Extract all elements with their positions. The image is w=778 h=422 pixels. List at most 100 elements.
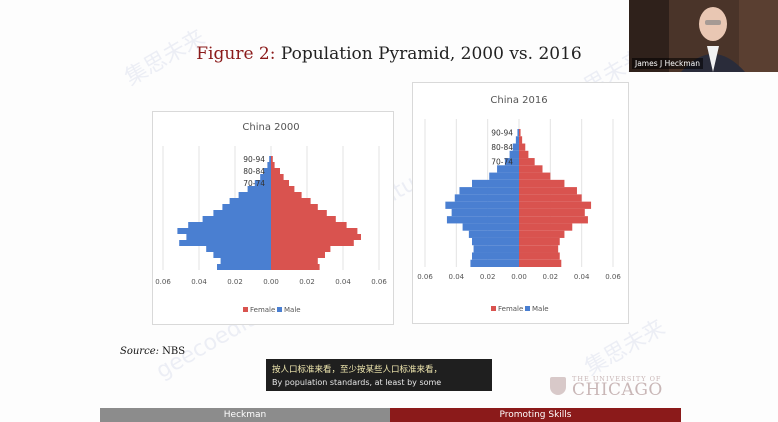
male-bar	[220, 258, 271, 264]
source-value: NBS	[162, 346, 186, 357]
legend-male-label: Male	[532, 305, 549, 313]
female-bar	[271, 252, 325, 258]
male-bar	[459, 187, 519, 195]
x-tick-label: 0.06	[155, 278, 171, 286]
legend-female-swatch	[243, 307, 248, 312]
female-bar	[271, 168, 280, 174]
footer-author: Heckman	[100, 408, 390, 422]
male-bar	[472, 237, 519, 246]
female-bar	[271, 174, 284, 180]
female-bar	[519, 252, 560, 260]
male-bar	[454, 194, 519, 202]
female-bar	[519, 245, 559, 253]
male-bar	[222, 204, 271, 210]
male-bar	[515, 136, 519, 144]
participant-video-tile[interactable]: James J Heckman	[629, 0, 778, 72]
age-tick-label: 80-84	[243, 167, 265, 176]
legend-male-swatch	[525, 306, 530, 311]
slide-footer: Heckman Promoting Skills	[100, 408, 681, 422]
male-bar	[247, 186, 271, 192]
male-bar	[445, 201, 519, 209]
x-tick-label: 0.02	[480, 273, 496, 281]
female-bar	[271, 198, 311, 204]
male-bar	[472, 252, 519, 260]
figure-title: Population Pyramid, 2000 vs. 2016	[280, 44, 582, 64]
female-bar	[519, 208, 585, 217]
logo-big-text: CHICAGO	[572, 380, 663, 400]
x-tick-label: 0.04	[574, 273, 590, 281]
subtitle-zh: 按人口标准来看，至少按某些人口标准来看，	[272, 365, 443, 375]
male-bar	[177, 228, 271, 234]
female-bar	[519, 158, 535, 166]
age-tick-label: 70-74	[243, 179, 265, 188]
x-tick-label: 0.02	[227, 278, 243, 286]
female-bar	[271, 210, 327, 216]
male-bar	[213, 210, 271, 216]
female-bar	[519, 136, 523, 144]
male-bar	[206, 246, 271, 252]
male-bar	[269, 156, 271, 162]
male-bar	[509, 150, 519, 159]
male-bar	[497, 165, 519, 173]
male-bar	[260, 174, 271, 180]
male-bar	[217, 264, 271, 270]
male-bar	[446, 216, 519, 224]
female-bar	[271, 216, 336, 222]
male-bar	[188, 222, 271, 228]
logo-small-text: THE UNIVERSITY OF	[572, 375, 662, 383]
female-bar	[271, 234, 361, 240]
female-bar	[271, 180, 289, 186]
source-label: Source:	[120, 346, 159, 357]
female-bar	[271, 264, 320, 270]
female-bar	[271, 228, 358, 234]
male-bar	[504, 158, 519, 166]
chart-title: China 2000	[242, 122, 299, 133]
male-bar	[213, 252, 271, 258]
female-bar	[519, 165, 543, 173]
female-bar	[271, 222, 347, 228]
female-bar	[519, 129, 521, 137]
female-bar	[271, 186, 295, 192]
age-tick-label: 90-94	[491, 129, 513, 138]
male-bar	[267, 162, 271, 168]
male-bar	[512, 143, 519, 151]
female-bar	[519, 172, 551, 180]
university-shield-icon	[550, 377, 566, 395]
male-bar	[473, 245, 519, 253]
female-bar	[271, 240, 354, 246]
male-bar	[186, 234, 271, 240]
male-bar	[517, 129, 519, 137]
male-bar	[229, 198, 271, 204]
male-bar	[179, 240, 271, 246]
male-bar	[462, 223, 519, 231]
male-bar	[468, 230, 519, 238]
source-note: Source: NBS	[120, 346, 185, 357]
x-tick-label: 0.06	[605, 273, 621, 281]
footer-title: Promoting Skills	[390, 408, 681, 422]
chart-title: China 2016	[490, 95, 547, 106]
legend-female-label: Female	[250, 306, 275, 314]
x-tick-label: 0.04	[191, 278, 207, 286]
age-tick-label: 70-74	[491, 158, 513, 167]
male-bar	[238, 192, 271, 198]
chart-china-2016: China 2016 90-94 80-84 70-74 0.06 0.04 0.02 0.0…	[412, 82, 629, 324]
female-bar	[271, 258, 318, 264]
female-bar	[519, 259, 562, 267]
female-bar	[519, 150, 529, 159]
subtitle-caption: 按人口标准来看，至少按某些人口标准来看， By population stand…	[266, 359, 492, 391]
female-bar	[271, 192, 302, 198]
x-tick-label: 0.06	[371, 278, 387, 286]
subtitle-en: By population standards, at least by som…	[272, 378, 442, 387]
female-bar	[519, 230, 565, 238]
female-bar	[271, 246, 331, 252]
x-tick-label: 0.02	[299, 278, 315, 286]
pyramid-chart-2016: China 2016 90-94 80-84 70-74 0.06 0.04 0.02 0.0…	[417, 95, 621, 313]
male-bar	[263, 168, 271, 174]
female-bar	[519, 194, 582, 202]
female-bar	[519, 216, 588, 224]
male-bar	[470, 259, 519, 267]
female-bar	[519, 237, 560, 246]
female-bar	[271, 204, 318, 210]
participant-name: James J Heckman	[632, 58, 703, 69]
